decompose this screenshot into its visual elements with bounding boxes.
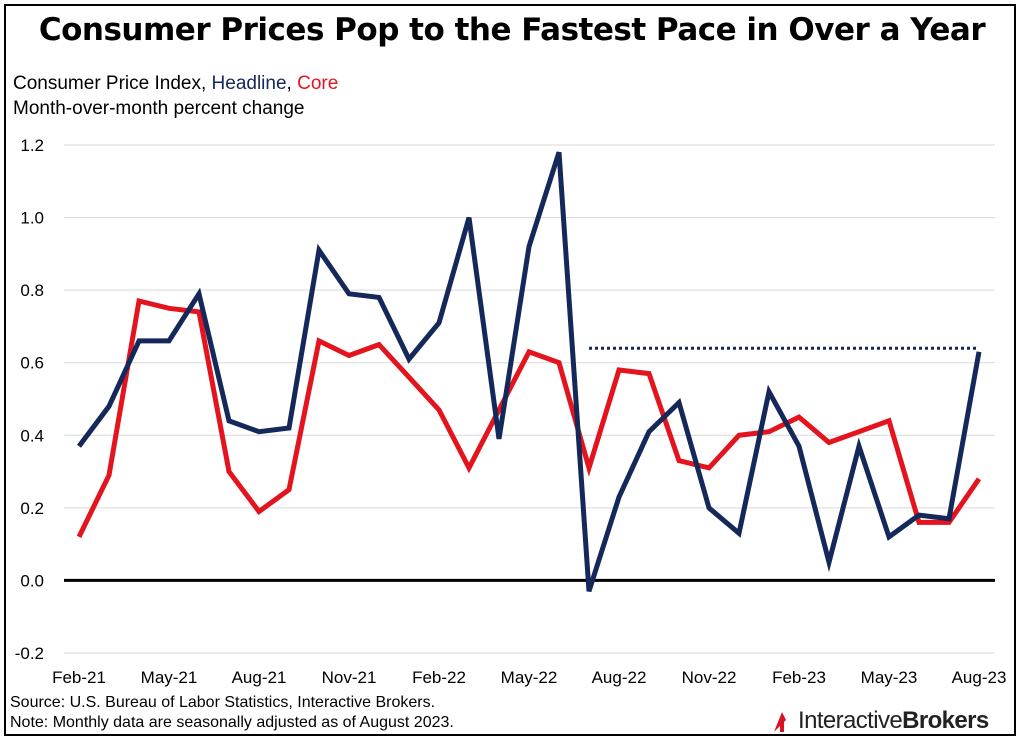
chart-units-label: Month-over-month percent change xyxy=(13,98,305,119)
brand-logo: InteractiveBrokers xyxy=(772,707,989,735)
source-note: Source: U.S. Bureau of Labor Statistics,… xyxy=(10,694,436,711)
chart-title: Consumer Prices Pop to the Fastest Pace … xyxy=(38,12,986,48)
x-tick-label: Nov-21 xyxy=(322,668,377,687)
x-tick-label: May-23 xyxy=(861,668,918,687)
x-tick-label: Aug-23 xyxy=(952,668,1007,687)
data-note: Note: Monthly data are seasonally adjust… xyxy=(10,714,454,731)
x-tick-label: May-22 xyxy=(501,668,558,687)
y-tick-label: 1.0 xyxy=(20,209,44,228)
y-tick-label: 0.4 xyxy=(20,426,44,445)
y-tick-label: -0.2 xyxy=(15,644,44,663)
y-tick-label: 1.2 xyxy=(20,136,44,155)
y-tick-label: 0.0 xyxy=(20,571,44,590)
x-tick-label: Aug-22 xyxy=(592,668,647,687)
x-tick-label: Nov-22 xyxy=(682,668,737,687)
x-tick-label: May-21 xyxy=(141,668,198,687)
series-line-headline xyxy=(77,151,982,593)
x-tick-label: Feb-22 xyxy=(412,668,466,687)
y-tick-label: 0.6 xyxy=(20,354,44,373)
subtitle-separator: , xyxy=(286,73,298,94)
x-tick-label: Feb-23 xyxy=(772,668,826,687)
x-tick-label: Aug-21 xyxy=(232,668,287,687)
series-line-core xyxy=(76,297,982,538)
y-tick-label: 0.2 xyxy=(20,499,44,518)
brand-logo-icon xyxy=(774,712,792,732)
subtitle-prefix: Consumer Price Index, xyxy=(13,73,212,94)
x-tick-label: Feb-21 xyxy=(52,668,106,687)
subtitle-core-label: Core xyxy=(297,73,339,94)
brand-logo-text: InteractiveBrokers xyxy=(798,707,989,734)
chart-subtitle: Consumer Price Index, Headline, Core xyxy=(13,73,338,95)
subtitle-headline-label: Headline xyxy=(211,73,287,94)
y-tick-label: 0.8 xyxy=(20,281,44,300)
